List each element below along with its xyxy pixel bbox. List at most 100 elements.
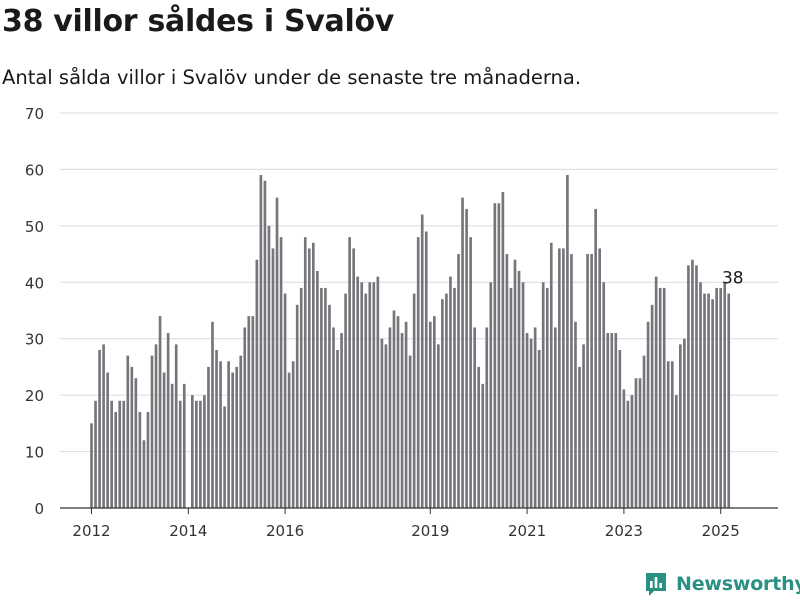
- bar: [162, 372, 166, 508]
- bar: [553, 327, 557, 508]
- bar: [719, 287, 722, 508]
- x-tick-label: 2014: [169, 522, 207, 540]
- y-tick-label: 60: [25, 161, 44, 179]
- bar: [295, 304, 299, 508]
- bar: [372, 282, 376, 508]
- bar: [586, 254, 589, 508]
- bar: [154, 344, 158, 508]
- bar: [203, 395, 206, 508]
- bar: [477, 366, 481, 508]
- bar: [646, 321, 650, 508]
- bar: [505, 254, 509, 508]
- bar: [211, 321, 214, 508]
- chart-subtitle: Antal sålda villor i Svalöv under de sen…: [2, 66, 582, 89]
- y-axis-labels: 0 10 20 30 40 50 60 70: [25, 105, 44, 518]
- bar: [441, 299, 444, 508]
- bar: [320, 287, 323, 508]
- bar: [562, 248, 565, 508]
- bar: [303, 237, 307, 508]
- y-tick-label: 70: [25, 105, 44, 123]
- bar: [360, 282, 364, 508]
- bar: [150, 355, 154, 508]
- bar: [239, 355, 243, 508]
- bar: [307, 248, 311, 508]
- bar: [703, 293, 706, 508]
- y-tick-label: 10: [25, 444, 44, 462]
- bar: [598, 248, 602, 508]
- bar: [243, 327, 247, 508]
- brand-name: Newsworthy: [676, 573, 800, 595]
- bar: [473, 327, 476, 508]
- bar: [533, 327, 537, 508]
- bar: [235, 366, 239, 508]
- x-axis: 2012 2014 2016 2019 2021 2023 2025: [60, 507, 778, 540]
- bar: [231, 372, 234, 508]
- bar: [634, 378, 638, 508]
- bar: [400, 333, 404, 508]
- bar: [537, 350, 541, 508]
- bar: [606, 333, 610, 508]
- bar: [199, 400, 202, 508]
- bar: [695, 265, 698, 508]
- x-tick-label: 2021: [508, 522, 546, 540]
- bar: [679, 344, 682, 508]
- bars: [90, 175, 731, 509]
- bar: [291, 361, 295, 508]
- bar: [255, 259, 259, 508]
- x-tick-label: 2012: [72, 522, 110, 540]
- bar: [247, 316, 251, 508]
- highlight-value-label: 38: [722, 269, 744, 289]
- bar: [670, 361, 674, 508]
- bar: [348, 237, 351, 508]
- bar: [674, 395, 678, 508]
- bar: [142, 440, 146, 508]
- bar: [501, 192, 505, 508]
- bar: [420, 214, 424, 508]
- bar: [138, 412, 142, 508]
- bar: [122, 400, 126, 508]
- bar: [574, 321, 577, 508]
- bar: [662, 287, 666, 508]
- bar: [283, 293, 287, 508]
- bar: [227, 361, 230, 508]
- newsworthy-logo-icon: [646, 573, 666, 596]
- bar: [469, 237, 472, 508]
- bar: [638, 378, 642, 508]
- bar: [566, 175, 569, 508]
- bar: [376, 276, 380, 508]
- bar: [707, 293, 710, 508]
- bar: [610, 333, 614, 508]
- x-tick-label: 2025: [702, 522, 740, 540]
- bar: [654, 276, 658, 508]
- bar: [299, 287, 303, 508]
- bar: [465, 208, 468, 508]
- bar: [408, 355, 412, 508]
- bar: [340, 333, 343, 508]
- bar: [558, 248, 561, 508]
- bar: [545, 287, 549, 508]
- bar: [219, 361, 222, 508]
- bar: [146, 412, 150, 508]
- bar: [521, 282, 525, 508]
- bar: [324, 287, 327, 508]
- bar: [368, 282, 372, 508]
- bar: [332, 327, 335, 508]
- bar: [106, 372, 109, 508]
- bar: [174, 344, 178, 508]
- bar: [344, 293, 347, 508]
- bar: [602, 282, 606, 508]
- bar: [509, 287, 513, 508]
- bar: [98, 350, 101, 508]
- bar: [130, 366, 134, 508]
- bar: [424, 231, 428, 508]
- bar: [412, 293, 416, 508]
- bar: [449, 276, 452, 508]
- bar: [461, 197, 464, 508]
- bar: [316, 271, 319, 508]
- bar: [207, 366, 210, 508]
- bar: [666, 361, 670, 508]
- bar: [594, 208, 597, 508]
- bar: [416, 237, 420, 508]
- bar: [102, 344, 105, 508]
- x-tick-label: 2016: [266, 522, 304, 540]
